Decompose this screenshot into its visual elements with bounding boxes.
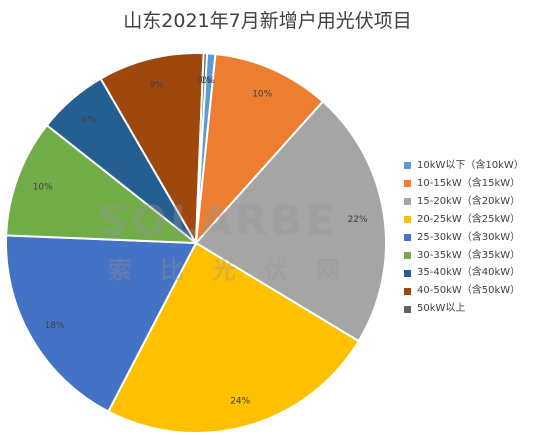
- pie-label-6: 6%: [82, 116, 97, 126]
- legend-swatch-2: [404, 198, 411, 206]
- legend-swatch-5: [404, 251, 411, 259]
- legend-label-1: 10-15kW（含15kW）: [417, 177, 521, 189]
- legend-swatch-4: [404, 234, 411, 242]
- pie-slice-8: [195, 52, 209, 244]
- legend-label-3: 20-25kW（含25kW）: [417, 213, 521, 225]
- legend-item-6: 35-40kW（含40kW）: [404, 264, 524, 282]
- legend-label-0: 10kW以下（含10kW）: [417, 160, 524, 171]
- legend-label-7: 40-50kW（含50kW）: [417, 285, 521, 297]
- pie-label-5: 10%: [33, 182, 53, 192]
- pie-slice-1: [194, 52, 325, 246]
- legend-swatch-1: [404, 180, 411, 188]
- legend-item-4: 25-30kW（含30kW）: [404, 229, 524, 247]
- legend-swatch-7: [404, 287, 411, 295]
- legend-item-0: 10kW以下（含10kW）: [404, 157, 524, 175]
- pie-slice-7: [99, 52, 205, 247]
- pie-slice-2: [194, 100, 387, 343]
- legend-label-4: 25-30kW（含30kW）: [417, 231, 521, 243]
- legend-item-1: 10-15kW（含15kW）: [404, 175, 524, 193]
- pie-label-8: 0%: [197, 76, 212, 86]
- legend-swatch-0: [404, 162, 411, 170]
- legend-item-7: 40-50kW（含50kW）: [404, 282, 524, 300]
- legend-item-5: 30-35kW（含35kW）: [404, 247, 524, 265]
- pie-slice-4: [5, 234, 198, 413]
- pie-label-2: 22%: [348, 215, 368, 225]
- pie-slice-5: [5, 123, 200, 245]
- legend-label-5: 30-35kW（含35kW）: [417, 249, 521, 261]
- pie-slice-3: [106, 241, 361, 434]
- pie-label-3: 24%: [230, 396, 250, 406]
- legend-swatch-8: [404, 305, 411, 313]
- chart-legend: 10kW以下（含10kW） 10-15kW（含15kW） 15-20kW（含20kW…: [404, 157, 524, 318]
- legend-item-3: 20-25kW（含25kW）: [404, 211, 524, 229]
- pie-labels: 1% 10% 22% 24% 18% 10% 6% 9% 0%: [33, 76, 368, 406]
- legend-label-8: 50kW以上: [417, 303, 466, 315]
- pie-label-0: 1%: [201, 76, 216, 86]
- legend-label-2: 15-20kW（含20kW）: [417, 195, 521, 207]
- legend-label-6: 35-40kW（含40kW）: [417, 267, 521, 279]
- legend-swatch-6: [404, 269, 411, 277]
- pie-label-7: 9%: [150, 80, 165, 90]
- chart-title: 山东2021年7月新增户用光伏项目: [123, 10, 412, 32]
- legend-swatch-3: [404, 216, 411, 224]
- pie-label-4: 18%: [45, 321, 65, 331]
- legend-item-8: 50kW以上: [404, 300, 524, 318]
- legend-item-2: 15-20kW（含20kW）: [404, 193, 524, 211]
- pie-label-1: 10%: [252, 90, 272, 100]
- pie-slices: [5, 52, 387, 434]
